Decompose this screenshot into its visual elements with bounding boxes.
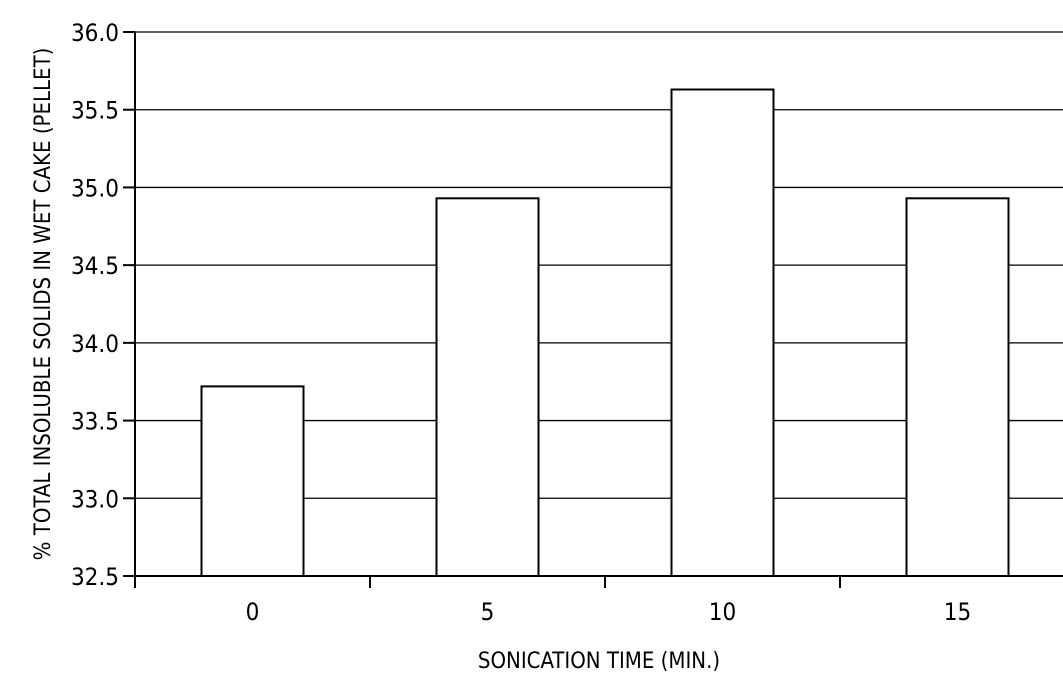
- axes: [134, 32, 1063, 577]
- x-tick-label: 0: [246, 598, 260, 626]
- bar: [200, 385, 305, 577]
- x-tick-label: 10: [709, 598, 736, 626]
- y-tick-label: 35.0: [71, 174, 119, 202]
- y-tick-label: 33.5: [71, 408, 119, 436]
- bar: [435, 197, 540, 578]
- bars: [200, 88, 1010, 578]
- bar: [905, 197, 1010, 578]
- x-tick-label: 5: [481, 598, 495, 626]
- y-tick-label: 34.0: [71, 330, 119, 358]
- x-tick-label: 15: [944, 598, 971, 626]
- x-axis-title: SONICATION TIME (MIN.): [478, 649, 720, 674]
- y-tick-label: 36.0: [71, 19, 119, 47]
- y-axis-title: % TOTAL INSOLUBLE SOLIDS IN WET CAKE (PE…: [31, 48, 56, 561]
- y-tick-label: 35.5: [71, 97, 119, 125]
- bar: [670, 88, 775, 577]
- y-tick-label: 34.5: [71, 252, 119, 280]
- y-ticks: 32.5 33.0 33.5 34.0 34.5 35.0 35.5 36.0: [71, 19, 135, 591]
- y-tick-label: 33.0: [71, 485, 119, 513]
- x-ticks: 0 5 10 15: [134, 576, 971, 626]
- y-tick-label: 32.5: [71, 563, 119, 591]
